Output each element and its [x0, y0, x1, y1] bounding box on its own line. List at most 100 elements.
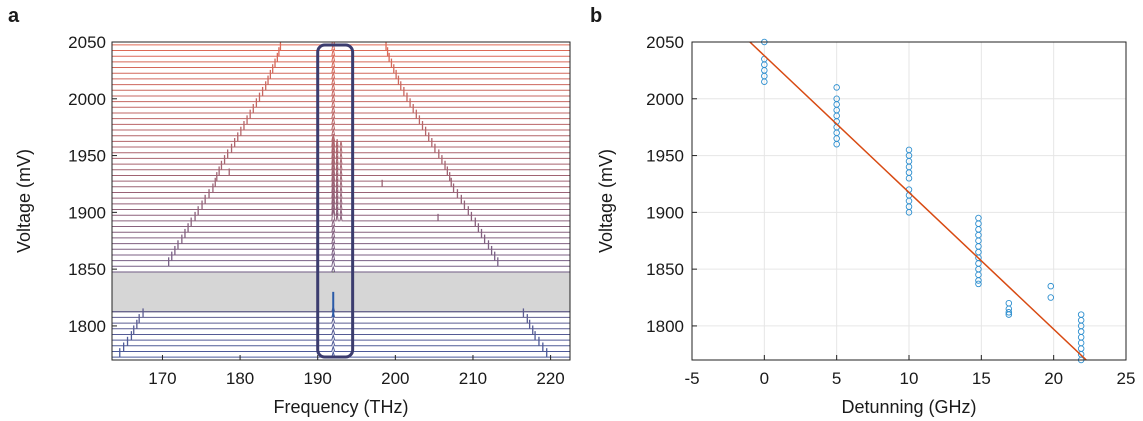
spectrum-trace: [112, 242, 570, 250]
spectrum-trace: [112, 219, 570, 228]
scatter-points: [761, 38, 1085, 364]
x-tick-label-a: 180: [226, 369, 254, 388]
panel-b-label: b: [590, 5, 602, 27]
y-tick-label-b: 2050: [646, 33, 684, 52]
spectrum-trace: [112, 196, 570, 211]
data-point: [1005, 309, 1013, 316]
data-point: [833, 84, 840, 91]
spectrum-trace: [112, 145, 570, 159]
x-tick-label-b: 10: [900, 369, 919, 388]
spectrum-trace: [112, 71, 570, 80]
spectrum-trace: [112, 179, 570, 193]
fit-line: [749, 42, 1088, 360]
y-ticks-b: 1800 1850 1900 1950 2000 2050: [646, 33, 697, 336]
data-point: [975, 260, 982, 267]
data-point: [1077, 311, 1085, 318]
x-tick-label-b: 20: [1044, 369, 1063, 388]
spectrum-trace: [112, 259, 570, 267]
spectrum-trace: [112, 66, 570, 74]
spectrum-trace: [112, 173, 570, 188]
y-tick-label-a: 2000: [68, 90, 106, 109]
spectrum-trace: [112, 225, 570, 233]
x-tick-label-a: 170: [148, 369, 176, 388]
x-axis-label-b: Detunning (GHz): [841, 397, 976, 417]
data-point: [975, 280, 982, 288]
y-tick-label-a: 2050: [68, 33, 106, 52]
data-point: [833, 140, 840, 148]
spectrum-trace: [112, 202, 570, 216]
data-point: [1047, 282, 1055, 290]
spectrum-trace: [112, 162, 570, 176]
data-point: [1077, 334, 1085, 341]
spectrum-trace: [112, 100, 570, 108]
y-tick-label-b: 1950: [646, 147, 684, 166]
spectrum-trace: [112, 207, 570, 222]
spectrum-trace: [112, 350, 570, 358]
y-ticks-a: 1800 1850 1900 1950 2000 2050: [68, 33, 117, 336]
y-axis-label-b: Voltage (mV): [596, 149, 616, 253]
data-point: [905, 209, 913, 216]
spectrum-trace: [112, 327, 570, 335]
data-point: [975, 237, 982, 244]
x-tick-label-b: 15: [972, 369, 991, 388]
spectrum-trace: [112, 77, 570, 86]
data-point: [1077, 339, 1085, 347]
data-point: [1047, 294, 1055, 301]
panel-a-label: a: [8, 5, 20, 27]
data-point: [905, 175, 913, 182]
data-point: [761, 78, 768, 85]
spectrum-trace: [112, 128, 570, 137]
data-point: [975, 277, 982, 284]
spectrum-trace: [112, 94, 570, 103]
spectrum-trace: [112, 253, 570, 262]
spectrum-trace: [112, 310, 570, 318]
x-tick-label-b: 25: [1117, 369, 1136, 388]
y-tick-label-a: 1850: [68, 260, 106, 279]
data-point: [1077, 328, 1085, 335]
data-point: [1005, 299, 1013, 307]
y-tick-label-a: 1900: [68, 203, 106, 222]
data-point: [975, 226, 982, 233]
spectrum-trace: [112, 265, 570, 273]
spectrum-trace: [112, 247, 570, 256]
data-point: [975, 248, 982, 256]
spectrum-trace: [112, 88, 570, 97]
x-axis-label-a: Frequency (THz): [273, 397, 408, 417]
spectrum-trace: [112, 111, 570, 120]
pump-highlight-box: [316, 43, 355, 359]
spectrum-trace: [112, 230, 570, 239]
y-tick-label-b: 1900: [646, 203, 684, 222]
x-tick-label-a: 190: [304, 369, 332, 388]
spectrum-trace: [112, 83, 570, 91]
spectrum-trace: [112, 151, 570, 165]
spectrum-trace: [112, 60, 570, 69]
y-tick-label-a: 1800: [68, 317, 106, 336]
x-tick-label-b: -5: [684, 369, 699, 388]
panel-b: b -5 0 5 10 15 20 25 180018501900195020002050 …: [590, 5, 1135, 417]
y-tick-label-b: 2000: [646, 90, 684, 109]
data-point: [975, 214, 982, 222]
spectrum-trace: [112, 185, 570, 199]
spectrum-trace: [112, 156, 570, 171]
x-tick-label-a: 200: [381, 369, 409, 388]
data-point: [975, 220, 982, 227]
x-tick-label-b: 0: [760, 369, 769, 388]
data-point: [975, 271, 982, 279]
spectrum-trace: [112, 122, 570, 131]
panel-a: a 170 180 190 200 210 220 1800 1850 1900 1950 200…: [8, 5, 571, 417]
spectrum-trace: [112, 117, 570, 125]
spectrum-trace: [112, 190, 570, 205]
spectrum-trace: [112, 54, 570, 63]
x-tick-label-a: 220: [536, 369, 564, 388]
plot-frame-a: [111, 41, 571, 361]
x-ticks-b: -5 0 5 10 15 20 25: [684, 355, 1135, 388]
spectrum-trace: [112, 322, 570, 330]
y-tick-label-b: 1850: [646, 260, 684, 279]
spectrum-trace: [112, 42, 570, 46]
spectrum-trace: [112, 168, 570, 182]
spectrum-trace: [112, 316, 570, 324]
gap-region: [111, 271, 571, 313]
x-ticks-a: 170 180 190 200 210 220: [148, 355, 565, 388]
grid-b: [691, 41, 1127, 360]
